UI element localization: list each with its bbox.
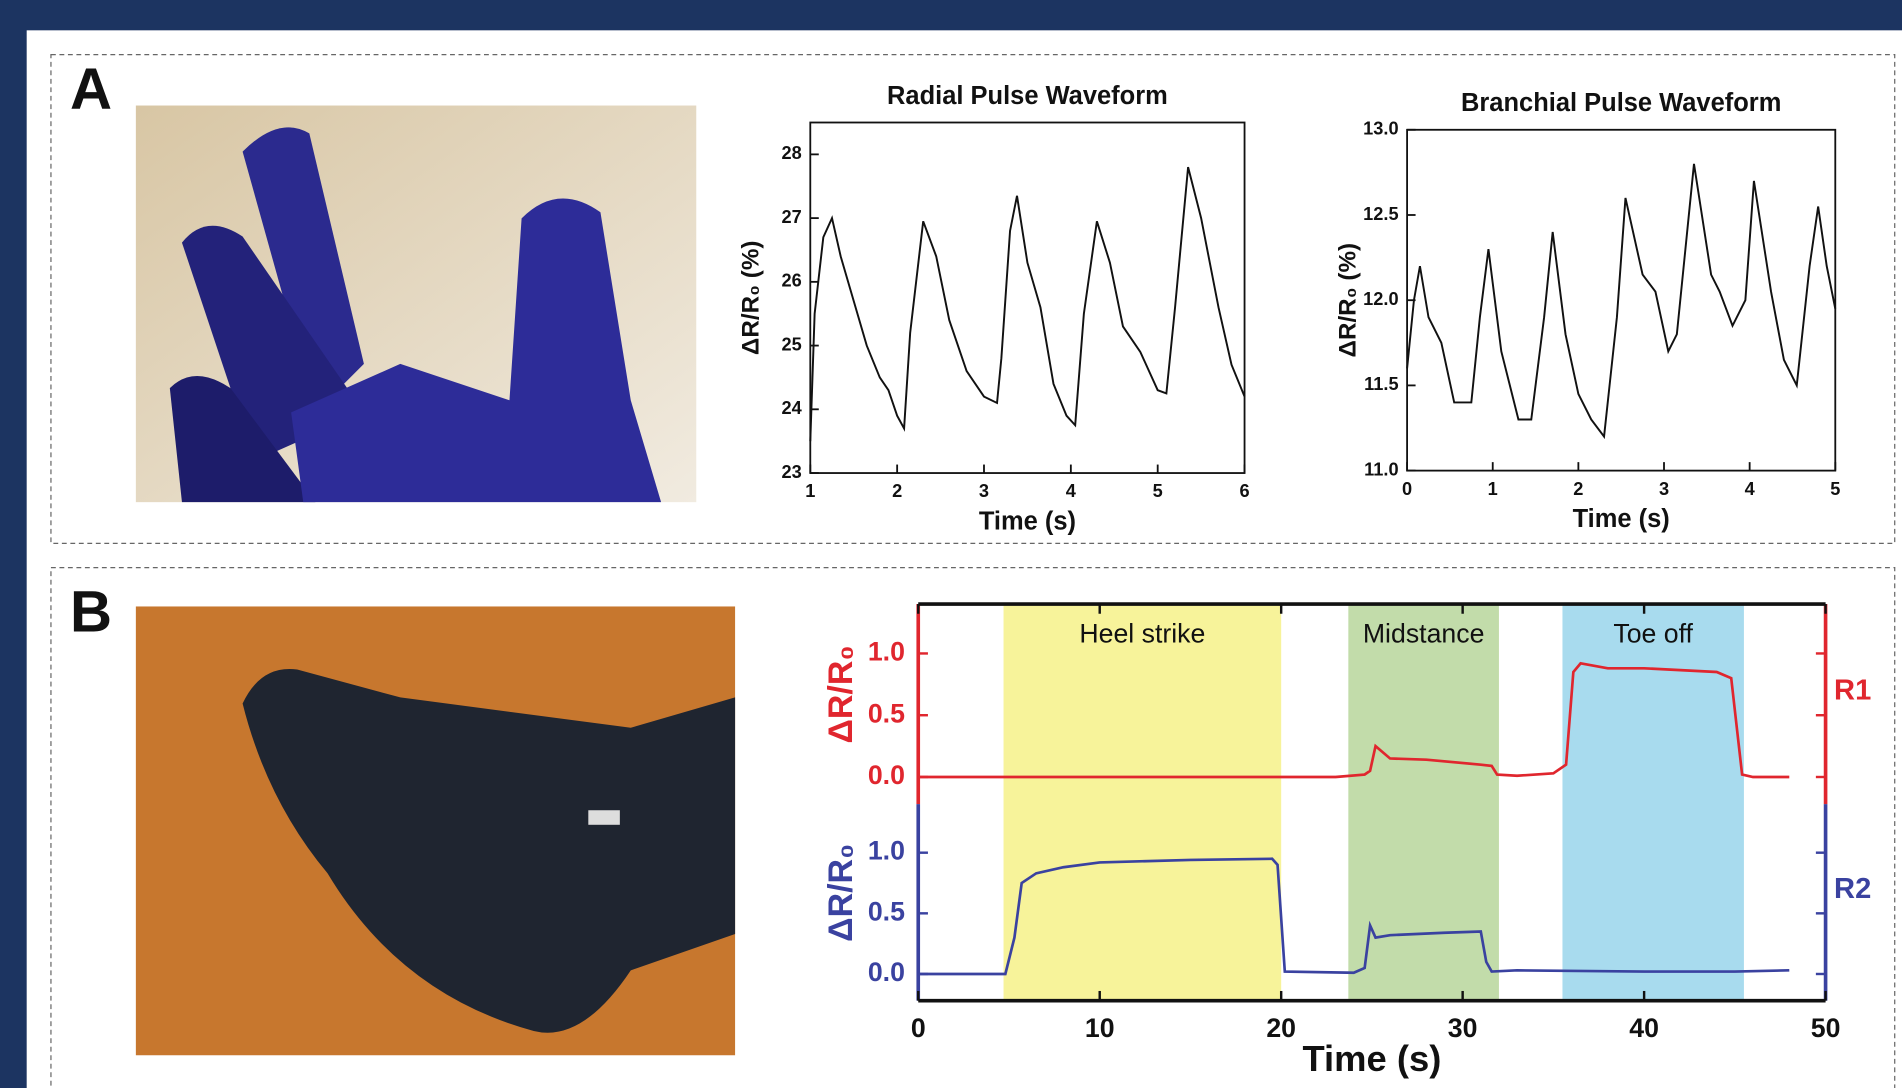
x-tick-label: 5 [1153, 481, 1163, 501]
x-tick-label: 20 [1266, 1013, 1296, 1043]
chart-title: Branchial Pulse Waveform [1461, 89, 1781, 117]
x-tick-label: 0 [911, 1013, 926, 1043]
y-tick-label: 24 [782, 398, 803, 418]
y-tick-label: 0.5 [868, 698, 905, 728]
x-axis-label: Time (s) [1573, 505, 1670, 533]
y-axis-label: ΔR/R₀ (%) [1334, 243, 1361, 358]
y-tick-label: 13.0 [1363, 119, 1398, 139]
y-tick-label: 11.5 [1364, 374, 1398, 394]
y-tick-label: 26 [782, 271, 802, 291]
y-tick-label: 23 [782, 462, 802, 482]
x-tick-label: 1 [1488, 479, 1498, 499]
x-tick-label: 6 [1239, 481, 1249, 501]
panel-label: A [70, 57, 112, 122]
y-tick-label: 25 [782, 334, 802, 354]
x-tick-label: 5 [1830, 479, 1840, 499]
y-tick-label: 27 [782, 207, 802, 227]
phase-label: Heel strike [1079, 619, 1205, 649]
x-tick-label: 40 [1629, 1013, 1659, 1043]
sock-photo [136, 606, 735, 1055]
x-tick-label: 2 [892, 481, 902, 501]
x-tick-label: 3 [1659, 479, 1669, 499]
glove-photo [136, 106, 696, 503]
x-tick-label: 3 [979, 481, 989, 501]
page: A B Radial Pulse Waveform123456232425262… [0, 0, 1902, 1088]
x-tick-label: 4 [1745, 479, 1756, 499]
x-tick-label: 10 [1085, 1013, 1115, 1043]
y-axis-label: ΔR/R₀ [822, 645, 860, 743]
y-tick-label: 1.0 [868, 637, 905, 667]
figure: A B Radial Pulse Waveform123456232425262… [0, 0, 1902, 1088]
x-tick-label: 30 [1448, 1013, 1478, 1043]
y-tick-label: 0.0 [868, 957, 905, 987]
phase-region [1004, 604, 1282, 1001]
phase-label: Midstance [1363, 619, 1485, 649]
phase-region [1562, 604, 1743, 1001]
x-tick-label: 1 [805, 481, 815, 501]
legend-label: R1 [1834, 675, 1871, 707]
panel-label: B [70, 580, 112, 645]
x-tick-label: 2 [1573, 479, 1583, 499]
y-tick-label: 28 [782, 143, 802, 163]
y-tick-label: 11.0 [1364, 459, 1398, 479]
x-tick-label: 50 [1811, 1013, 1841, 1043]
y-tick-label: 0.5 [868, 896, 905, 926]
y-axis-label: ΔR/R₀ (%) [737, 240, 764, 355]
legend-label: R2 [1834, 873, 1871, 905]
y-tick-label: 0.0 [868, 760, 905, 790]
phase-label: Toe off [1613, 619, 1693, 649]
y-tick-label: 12.5 [1363, 204, 1398, 224]
y-tick-label: 12.0 [1363, 289, 1398, 309]
phase-region [1348, 604, 1499, 1001]
x-tick-label: 4 [1066, 481, 1077, 501]
x-axis-label: Time (s) [979, 508, 1076, 536]
y-axis-label: ΔR/R₀ [822, 844, 860, 942]
chart-title: Radial Pulse Waveform [887, 82, 1168, 110]
x-tick-label: 0 [1402, 479, 1412, 499]
x-axis-label: Time (s) [1303, 1038, 1442, 1079]
y-tick-label: 1.0 [868, 836, 905, 866]
